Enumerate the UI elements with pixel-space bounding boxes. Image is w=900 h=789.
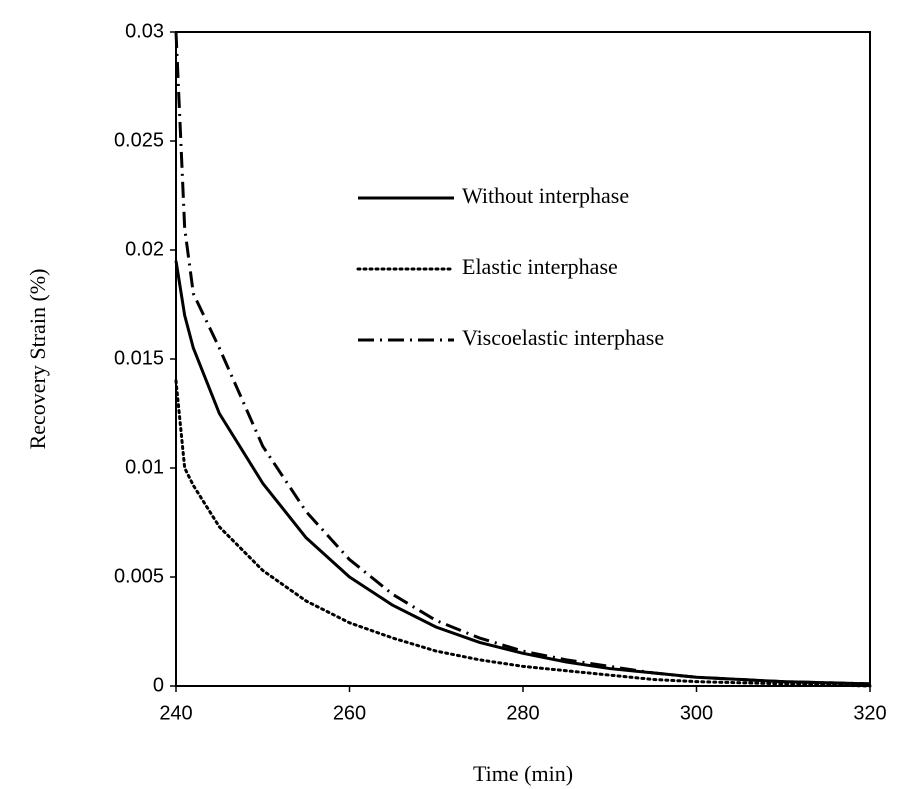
- x-tick-label: 320: [853, 702, 886, 724]
- x-tick-label: 280: [506, 702, 539, 724]
- series-line: [174, 31, 871, 686]
- legend-label: Without interphase: [462, 183, 629, 208]
- y-tick-label: 0.005: [114, 565, 164, 587]
- y-tick-label: 0: [153, 674, 164, 696]
- y-tick-label: 0.02: [125, 238, 164, 260]
- y-tick-label: 0.015: [114, 347, 164, 369]
- y-tick-label: 0.01: [125, 456, 164, 478]
- x-tick-label: 240: [159, 702, 192, 724]
- y-axis-title: Recovery Strain (%): [25, 269, 50, 450]
- plot-frame: [175, 31, 871, 687]
- y-tick-label: 0.025: [114, 129, 164, 151]
- legend-label: Elastic interphase: [462, 254, 618, 279]
- legend-label: Viscoelastic interphase: [462, 325, 664, 350]
- x-tick-label: 260: [333, 702, 366, 724]
- series-line: [174, 379, 872, 688]
- y-tick-label: 0.03: [125, 20, 164, 42]
- x-tick-label: 300: [680, 702, 713, 724]
- series-line: [174, 260, 871, 686]
- x-axis-title: Time (min): [473, 761, 573, 786]
